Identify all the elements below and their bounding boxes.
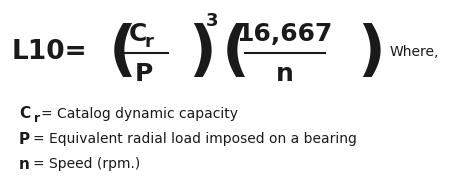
Text: = Catalog dynamic capacity: = Catalog dynamic capacity [41, 107, 237, 121]
Text: r: r [35, 112, 41, 125]
Text: L10=: L10= [12, 39, 87, 65]
Text: = Speed (rpm.): = Speed (rpm.) [33, 158, 140, 171]
Text: P: P [19, 132, 30, 147]
Text: P: P [135, 62, 153, 86]
Text: (: ( [221, 23, 249, 82]
Text: 3: 3 [205, 12, 218, 30]
Text: ): ) [357, 23, 385, 82]
Text: n: n [19, 157, 30, 172]
Text: Where,: Where, [389, 45, 438, 59]
Text: (: ( [109, 23, 137, 82]
Text: n: n [275, 62, 293, 86]
Text: 16,667: 16,667 [237, 22, 333, 46]
Text: ): ) [188, 23, 216, 82]
Text: C: C [128, 22, 147, 46]
Text: C: C [19, 106, 30, 121]
Text: = Equivalent radial load imposed on a bearing: = Equivalent radial load imposed on a be… [33, 132, 357, 146]
Text: r: r [145, 33, 154, 51]
